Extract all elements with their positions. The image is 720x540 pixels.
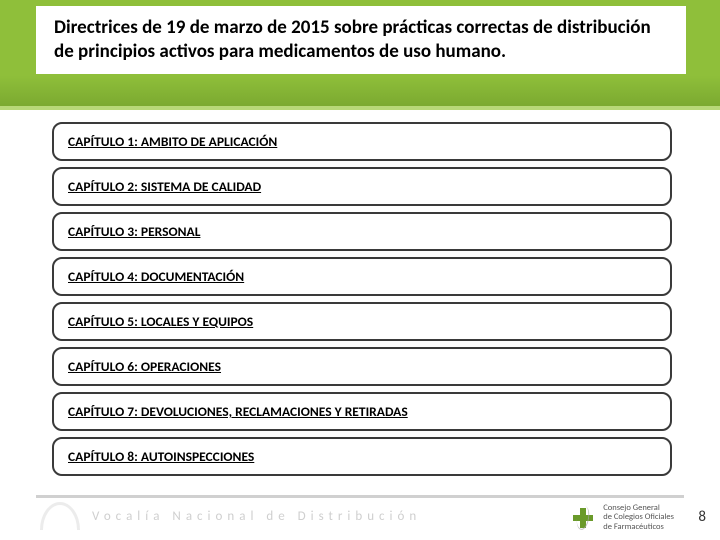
footer-org-text: Consejo General de Colegios Oficiales de…	[603, 504, 674, 532]
chapter-item: CAPÍTULO 2: SISTEMA DE CALIDAD	[52, 167, 672, 206]
chapter-label: CAPÍTULO 2: SISTEMA DE CALIDAD	[68, 178, 261, 195]
chapter-item: CAPÍTULO 1: AMBITO DE APLICACIÓN	[52, 122, 672, 161]
chapter-item: CAPÍTULO 8: AUTOINSPECCIONES	[52, 437, 672, 476]
pharmacy-cross-icon	[569, 504, 597, 532]
chapter-label: CAPÍTULO 6: OPERACIONES	[68, 358, 221, 375]
chapter-label: CAPÍTULO 5: LOCALES Y EQUIPOS	[68, 313, 253, 330]
footer-divider	[36, 495, 684, 498]
chapter-list: CAPÍTULO 1: AMBITO DE APLICACIÓN CAPÍTUL…	[52, 122, 672, 482]
footer-watermark: Vocalía Nacional de Distribución	[92, 509, 421, 524]
chapter-item: CAPÍTULO 4: DOCUMENTACIÓN	[52, 257, 672, 296]
page-title: Directrices de 19 de marzo de 2015 sobre…	[54, 16, 668, 64]
chapter-item: CAPÍTULO 3: PERSONAL	[52, 212, 672, 251]
chapter-label: CAPÍTULO 3: PERSONAL	[68, 223, 200, 240]
footer-arc-icon	[40, 502, 80, 530]
chapter-label: CAPÍTULO 8: AUTOINSPECCIONES	[68, 448, 254, 465]
chapter-label: CAPÍTULO 7: DEVOLUCIONES, RECLAMACIONES …	[68, 403, 408, 420]
chapter-item: CAPÍTULO 5: LOCALES Y EQUIPOS	[52, 302, 672, 341]
org-line: de Farmacéuticos	[603, 523, 674, 532]
title-box: Directrices de 19 de marzo de 2015 sobre…	[36, 6, 686, 74]
chapter-label: CAPÍTULO 1: AMBITO DE APLICACIÓN	[68, 133, 277, 150]
chapter-item: CAPÍTULO 6: OPERACIONES	[52, 347, 672, 386]
page-number: 8	[698, 508, 706, 526]
footer-logo: Consejo General de Colegios Oficiales de…	[569, 504, 674, 532]
chapter-label: CAPÍTULO 4: DOCUMENTACIÓN	[68, 268, 244, 285]
chapter-item: CAPÍTULO 7: DEVOLUCIONES, RECLAMACIONES …	[52, 392, 672, 431]
